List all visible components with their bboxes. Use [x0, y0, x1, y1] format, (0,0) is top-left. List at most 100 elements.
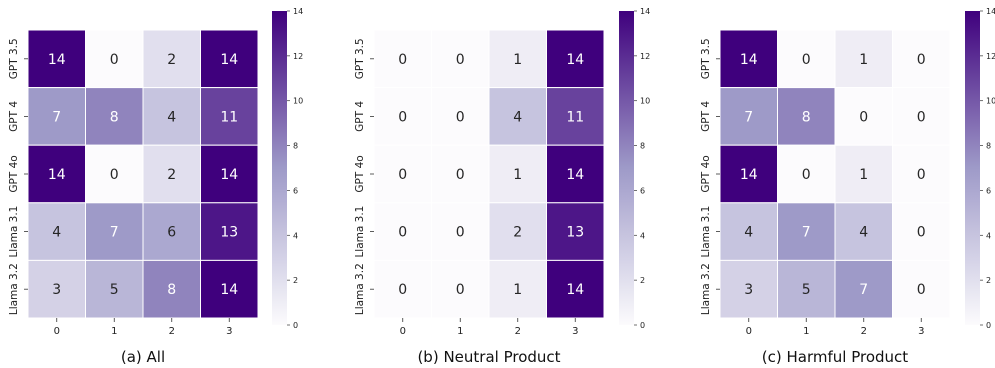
cell-value-label: 8 [802, 109, 811, 125]
heatmap-cell [373, 144, 432, 204]
colorbar-tick-label: 12 [293, 52, 303, 61]
cell-value-label: 6 [167, 225, 176, 241]
colorbar-tick-label: 2 [293, 276, 298, 285]
cell-value-label: 0 [917, 109, 926, 125]
col-tick-label: 1 [457, 326, 463, 337]
cell-value-label: 4 [52, 225, 61, 241]
col-tick-label: 3 [572, 326, 578, 337]
cell-value-label: 14 [566, 52, 584, 68]
colorbar-tick-label: 14 [293, 7, 303, 16]
cell-value-label: 8 [167, 282, 176, 298]
cell-value-label: 0 [398, 282, 407, 298]
heatmap-cell [719, 202, 778, 261]
colorbar-tick-label: 8 [293, 142, 298, 151]
row-tick-label: Llama 3.1 [8, 206, 20, 258]
heatmap-cell [431, 202, 490, 261]
heatmap-cell [834, 144, 893, 204]
heatmap-cell [546, 87, 605, 146]
cell-value-label: 3 [52, 282, 61, 298]
panel-caption: (c) Harmful Product [762, 348, 909, 366]
cell-value-label: 14 [740, 167, 758, 183]
cell-value-label: 0 [456, 225, 465, 241]
heatmap-cell [431, 259, 490, 319]
colorbar-tick-label: 10 [293, 97, 303, 106]
heatmap-cell [777, 29, 836, 89]
cell-value-label: 4 [859, 225, 868, 241]
heatmap-cell [546, 144, 605, 204]
row-tick-label: GPT 3.5 [8, 38, 20, 79]
heatmap-cell [719, 29, 778, 89]
panel-caption: (a) All [121, 348, 165, 366]
cell-value-label: 0 [917, 52, 926, 68]
cell-value-label: 1 [513, 282, 522, 298]
heatmap-cell [142, 259, 201, 319]
colorbar [272, 11, 287, 325]
col-tick-label: 2 [169, 326, 175, 337]
heatmap-cell [431, 87, 490, 146]
cell-value-label: 0 [802, 167, 811, 183]
cell-value-label: 1 [513, 52, 522, 68]
colorbar-tick-label: 12 [640, 52, 650, 61]
heatmap-cell [373, 29, 432, 89]
heatmap-cell [142, 29, 201, 89]
row-tick-label: Llama 3.2 [8, 263, 20, 315]
heatmap-cell [834, 29, 893, 89]
heatmap-cell [892, 259, 951, 319]
heatmap-cell [85, 259, 144, 319]
col-tick-label: 1 [803, 326, 809, 337]
colorbar-tick-label: 6 [640, 186, 645, 195]
cell-value-label: 0 [110, 167, 119, 183]
heatmap-cell [892, 202, 951, 261]
cell-value-label: 14 [566, 282, 584, 298]
heatmap-cell [777, 259, 836, 319]
heatmap-cell [719, 87, 778, 146]
cell-value-label: 7 [52, 109, 61, 125]
heatmap-cell [200, 29, 259, 89]
colorbar [619, 11, 634, 325]
colorbar-tick-label: 2 [640, 276, 645, 285]
cell-value-label: 14 [220, 52, 238, 68]
colorbar-tick-label: 10 [986, 97, 995, 106]
cell-value-label: 5 [110, 282, 119, 298]
heatmap-cell [200, 87, 259, 146]
cell-value-label: 0 [398, 52, 407, 68]
cell-value-label: 1 [859, 167, 868, 183]
col-tick-label: 0 [746, 326, 752, 337]
colorbar-tick-label: 4 [293, 231, 298, 240]
colorbar-tick-label: 14 [640, 7, 650, 16]
cell-value-label: 5 [802, 282, 811, 298]
row-tick-label: GPT 3.5 [700, 38, 712, 79]
heatmap-cell [373, 259, 432, 319]
heatmap-cell [431, 29, 490, 89]
row-tick-label: GPT 3.5 [354, 38, 366, 79]
cell-value-label: 0 [917, 282, 926, 298]
heatmap-cell [85, 144, 144, 204]
heatmap-cell [85, 202, 144, 261]
heatmap-cell [85, 87, 144, 146]
colorbar-tick-label: 14 [986, 7, 995, 16]
cell-value-label: 11 [566, 109, 584, 125]
cell-value-label: 7 [110, 225, 119, 241]
cell-value-label: 0 [917, 225, 926, 241]
colorbar-tick-label: 4 [986, 231, 991, 240]
cell-value-label: 0 [802, 52, 811, 68]
colorbar-tick-label: 0 [986, 321, 991, 330]
row-tick-label: Llama 3.2 [354, 263, 366, 315]
colorbar-tick-label: 6 [293, 186, 298, 195]
col-tick-label: 0 [400, 326, 406, 337]
cell-value-label: 1 [513, 167, 522, 183]
cell-value-label: 0 [398, 109, 407, 125]
heatmap-cell [892, 87, 951, 146]
cell-value-label: 1 [859, 52, 868, 68]
colorbar-tick-label: 0 [293, 321, 298, 330]
heatmap-cell [892, 144, 951, 204]
cell-value-label: 2 [167, 167, 176, 183]
cell-value-label: 7 [859, 282, 868, 298]
cell-value-label: 14 [740, 52, 758, 68]
cell-value-label: 4 [167, 109, 176, 125]
cell-value-label: 3 [744, 282, 753, 298]
col-tick-label: 2 [861, 326, 867, 337]
cell-value-label: 2 [513, 225, 522, 241]
